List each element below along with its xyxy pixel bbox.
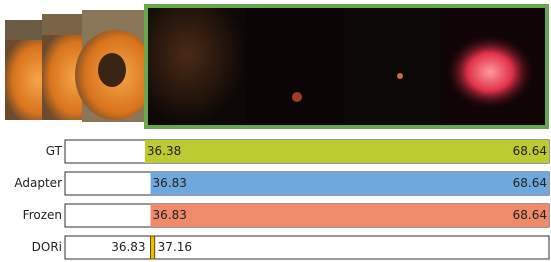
left-frames [5,10,155,122]
start-label: 36.83 [111,240,145,254]
row-label: Adapter [14,176,62,190]
start-label: 36.83 [153,208,187,222]
figure: GT 36.38 68.64 Adapter 36.83 68.64 Frozen 36.83… [0,0,551,262]
end-label: 68.64 [513,176,547,190]
dark-frames [146,6,547,127]
end-label: 68.64 [513,208,547,222]
end-label: 68.64 [513,144,547,158]
timeline: GT 36.38 68.64 Adapter 36.83 68.64 Frozen 36.83… [14,140,549,259]
row-label: GT [46,144,63,158]
start-label: 36.38 [147,144,181,158]
row-label: DORi [32,240,62,254]
row-label: Frozen [23,208,62,222]
start-label: 36.83 [153,176,187,190]
end-label: 37.16 [158,240,192,254]
bar [151,172,549,195]
bar [151,204,549,227]
bar [151,236,155,259]
bar [145,140,549,163]
